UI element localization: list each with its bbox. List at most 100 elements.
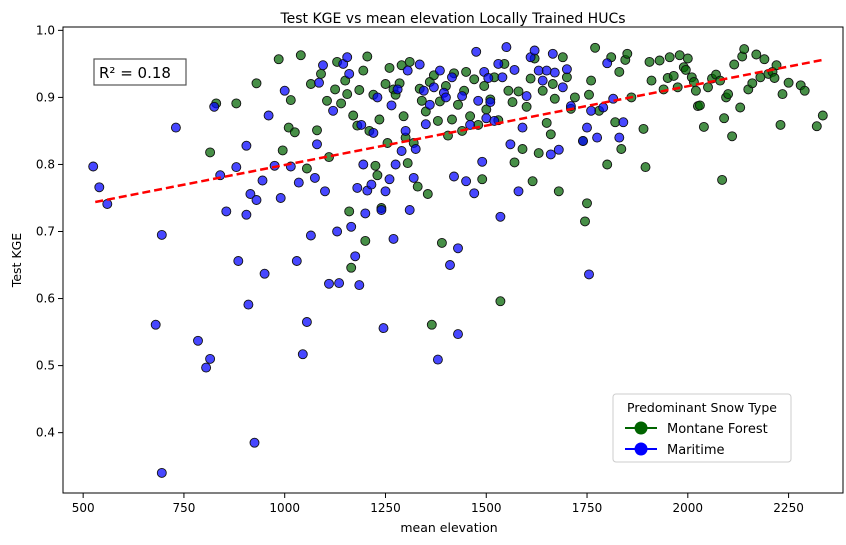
data-point <box>602 58 613 69</box>
data-point <box>664 52 675 63</box>
data-point <box>586 105 597 116</box>
data-point <box>557 82 568 93</box>
data-point <box>263 110 274 121</box>
data-point <box>312 125 322 136</box>
data-point <box>739 44 750 55</box>
data-point <box>324 278 334 289</box>
data-point <box>483 73 494 83</box>
y-tick-label: 0.5 <box>36 359 55 373</box>
data-point <box>380 79 391 89</box>
y-tick-label: 0.7 <box>36 225 55 239</box>
data-point <box>277 145 288 156</box>
data-point <box>279 85 290 96</box>
trend-line <box>95 58 824 204</box>
data-point <box>775 119 786 130</box>
data-point <box>259 268 270 279</box>
x-tick-label: 1250 <box>370 501 401 515</box>
data-point <box>424 99 435 110</box>
data-point <box>422 189 433 199</box>
data-point <box>372 92 383 103</box>
data-point <box>398 111 409 122</box>
data-point <box>545 129 556 140</box>
x-tick-label: 500 <box>72 501 95 515</box>
data-point <box>150 319 161 330</box>
data-point <box>328 105 339 116</box>
data-point <box>513 186 524 197</box>
data-point <box>322 95 332 106</box>
data-point <box>674 50 685 61</box>
data-point <box>416 95 427 106</box>
data-point <box>465 111 476 122</box>
data-point <box>777 89 788 100</box>
data-point <box>358 159 369 170</box>
data-point <box>428 82 439 93</box>
axes: 500 750 1000 1250 1500 1750 2000 2250 0.4 0.5 0.6 0… <box>36 23 804 515</box>
data-point <box>380 186 391 197</box>
data-point <box>344 206 355 217</box>
data-point <box>243 299 254 310</box>
data-point <box>350 251 361 262</box>
data-point <box>305 230 316 241</box>
data-point <box>453 243 463 254</box>
data-point <box>432 115 443 126</box>
data-point <box>386 100 397 111</box>
data-point <box>384 62 395 73</box>
data-point <box>503 85 514 96</box>
data-point <box>783 77 794 88</box>
data-point <box>336 98 347 109</box>
data-point <box>461 176 472 187</box>
data-point <box>509 64 520 75</box>
data-point <box>289 127 300 138</box>
data-point <box>471 46 482 57</box>
data-point <box>549 67 560 78</box>
data-point <box>273 54 284 65</box>
x-tick-label: 2250 <box>773 501 804 515</box>
data-point <box>301 163 312 174</box>
chart-title: Test KGE vs mean elevation Locally Train… <box>279 11 625 27</box>
data-point <box>453 329 463 340</box>
data-point <box>402 158 413 169</box>
data-point <box>231 98 242 109</box>
data-point <box>547 48 558 59</box>
data-point <box>694 100 705 111</box>
data-point <box>703 82 713 93</box>
data-point <box>759 54 770 65</box>
data-point <box>404 56 415 67</box>
annotation-box <box>93 58 187 86</box>
legend-marker-montane <box>634 421 648 435</box>
data-point <box>485 97 496 108</box>
data-point <box>598 102 609 113</box>
x-axis-label: mean elevation <box>400 520 497 535</box>
data-point <box>295 50 306 61</box>
series-maritime <box>88 42 629 478</box>
y-tick-label: 0.6 <box>36 292 55 306</box>
data-point <box>378 323 389 334</box>
data-point <box>477 174 488 185</box>
data-point <box>94 182 105 193</box>
data-point <box>622 48 633 59</box>
data-point <box>370 160 381 171</box>
data-point <box>293 177 304 188</box>
data-point <box>751 49 762 60</box>
data-point <box>541 65 552 76</box>
legend-label-montane: Montane Forest <box>667 422 768 437</box>
data-point <box>525 73 536 84</box>
data-point <box>418 85 429 96</box>
data-point <box>680 64 691 75</box>
data-point <box>517 122 528 133</box>
data-point <box>251 195 262 205</box>
data-point <box>495 296 506 307</box>
data-point <box>434 65 445 76</box>
legend-label-maritime: Maritime <box>667 443 725 458</box>
data-point <box>342 52 353 63</box>
data-point <box>392 84 403 95</box>
data-point <box>457 91 468 102</box>
data-point <box>410 144 421 154</box>
legend-title: Predominant Snow Type <box>627 400 777 415</box>
data-point <box>402 65 413 76</box>
data-point <box>346 221 357 232</box>
data-point <box>257 175 268 186</box>
data-point <box>747 78 758 89</box>
data-point <box>412 181 423 192</box>
